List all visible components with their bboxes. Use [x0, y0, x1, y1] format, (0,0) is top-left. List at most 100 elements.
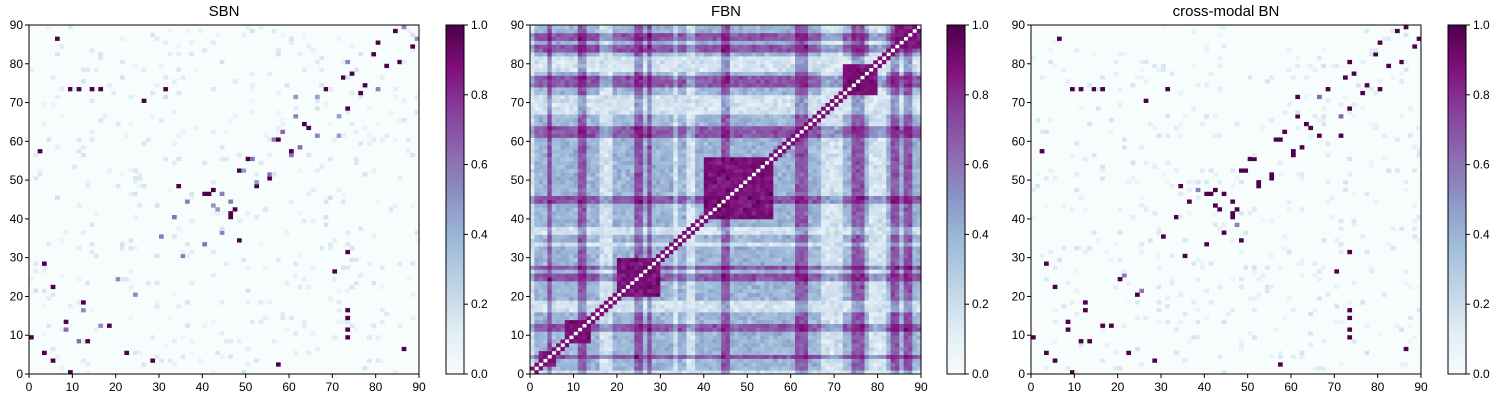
- heatmap-cell: [280, 121, 286, 127]
- heatmap-cell: [899, 339, 905, 344]
- heatmap-cell: [629, 215, 635, 220]
- heatmap-cell: [577, 350, 583, 356]
- heatmap-cell: [721, 319, 726, 324]
- heatmap-cell: [595, 273, 600, 278]
- heatmap-cell: [85, 370, 91, 375]
- heatmap-cell: [146, 280, 151, 286]
- heatmap-cell: [825, 199, 831, 204]
- heatmap-cell: [669, 180, 674, 185]
- heatmap-cell: [547, 323, 553, 328]
- heatmap-cell: [816, 346, 822, 352]
- heatmap-cell: [673, 346, 679, 352]
- heatmap-cell: [795, 195, 800, 200]
- heatmap-cell: [903, 292, 909, 297]
- heatmap-cell: [790, 370, 796, 375]
- heatmap-cell: [907, 183, 913, 189]
- heatmap-cell: [729, 362, 735, 367]
- heatmap-cell: [894, 335, 900, 340]
- heatmap-cell: [655, 277, 661, 282]
- heatmap-cell: [760, 273, 765, 278]
- heatmap-cell: [590, 195, 596, 200]
- heatmap-cell: [890, 323, 896, 328]
- heatmap-cell: [734, 319, 739, 324]
- heatmap-cell: [660, 335, 666, 340]
- heatmap-cell: [642, 327, 648, 332]
- heatmap-cell: [812, 331, 818, 336]
- heatmap-cell: [647, 327, 653, 332]
- heatmap-cell: [890, 350, 896, 356]
- heatmap-cell: [690, 331, 696, 336]
- heatmap-cell: [747, 280, 752, 286]
- heatmap-cell: [690, 335, 696, 340]
- heatmap-cell: [742, 265, 748, 270]
- heatmap-cell: [907, 195, 913, 200]
- heatmap-cell: [712, 292, 718, 297]
- heatmap-cell: [781, 269, 787, 274]
- heatmap-cell: [616, 238, 622, 243]
- heatmap-cell: [864, 327, 870, 332]
- heatmap-cell: [855, 257, 861, 262]
- heatmap-cell: [812, 308, 818, 313]
- heatmap-cell: [760, 327, 765, 332]
- heatmap-cell: [773, 242, 779, 247]
- heatmap-cell: [560, 296, 566, 301]
- heatmap-cell: [642, 191, 648, 197]
- heatmap-cell: [877, 238, 883, 243]
- heatmap-cell: [534, 319, 540, 324]
- heatmap-cell: [781, 304, 787, 309]
- heatmap-cell: [612, 253, 618, 259]
- heatmap-cell: [354, 280, 359, 286]
- heatmap-cell: [799, 277, 805, 282]
- heatmap-cell: [176, 67, 182, 72]
- heatmap-cell: [890, 311, 896, 317]
- heatmap-cell: [768, 358, 774, 363]
- heatmap-cell: [912, 335, 918, 340]
- heatmap-cell: [708, 203, 713, 208]
- heatmap-cell: [271, 28, 277, 34]
- heatmap-cell: [543, 203, 548, 208]
- heatmap-cell: [660, 242, 666, 247]
- heatmap-cell: [816, 277, 822, 282]
- heatmap-cell: [133, 180, 138, 185]
- heatmap-cell: [690, 273, 696, 278]
- heatmap-cell: [881, 335, 887, 340]
- heatmap-cell: [768, 277, 774, 282]
- heatmap-cell: [842, 246, 848, 251]
- heatmap-cell: [690, 366, 696, 371]
- heatmap-cell: [890, 319, 896, 324]
- heatmap-cell: [647, 246, 653, 251]
- heatmap-cell: [877, 257, 883, 262]
- heatmap-cell: [664, 215, 670, 220]
- heatmap-cell: [773, 311, 779, 317]
- heatmap-cell: [894, 358, 900, 363]
- heatmap-cell: [564, 362, 570, 367]
- heatmap-cell: [894, 211, 900, 216]
- heatmap-cell: [716, 342, 722, 348]
- heatmap-cell: [699, 222, 705, 228]
- heatmap-cell: [551, 319, 557, 324]
- heatmap-cell: [621, 284, 626, 290]
- heatmap-cell: [703, 346, 709, 352]
- heatmap-cell: [790, 350, 796, 356]
- heatmap-cell: [211, 203, 216, 208]
- heatmap-cell: [660, 246, 666, 251]
- heatmap-cell: [538, 308, 544, 313]
- heatmap-cell: [690, 269, 696, 274]
- heatmap-cell: [682, 183, 687, 189]
- heatmap-cell: [569, 366, 574, 371]
- heatmap-cell: [894, 273, 900, 278]
- heatmap-cell: [401, 118, 407, 123]
- heatmap-cell: [664, 292, 670, 297]
- heatmap-cell: [812, 191, 818, 197]
- heatmap-cell: [603, 370, 609, 375]
- heatmap-cell: [725, 331, 731, 336]
- heatmap-cell: [873, 308, 878, 313]
- heatmap-cell: [612, 292, 618, 297]
- heatmap-cell: [716, 222, 722, 228]
- heatmap-cell: [868, 300, 874, 305]
- heatmap-cell: [868, 195, 874, 200]
- heatmap-cell: [912, 296, 918, 301]
- heatmap-cell: [538, 234, 544, 239]
- heatmap-cell: [890, 249, 896, 255]
- heatmap-cell: [655, 327, 661, 332]
